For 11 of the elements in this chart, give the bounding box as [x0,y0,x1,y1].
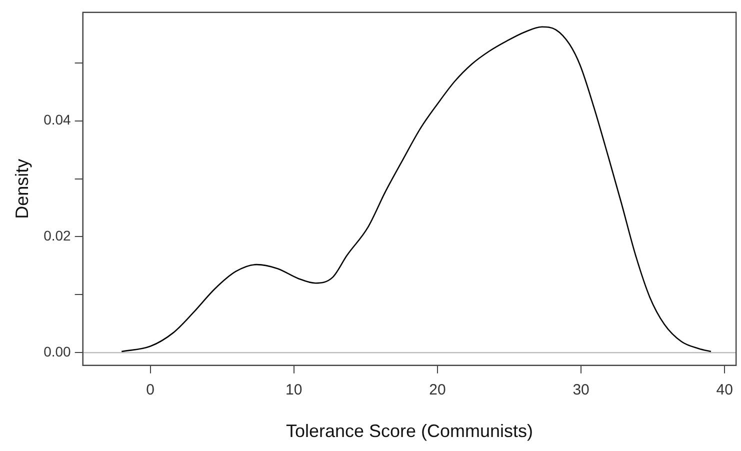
x-tick-label: 30 [572,382,590,399]
y-tick-label: 0.04 [44,112,72,128]
x-tick-label: 0 [146,382,154,399]
y-axis-title: Density [12,158,32,219]
x-axis-title: Tolerance Score (Communists) [286,421,534,442]
y-tick-label: 0.00 [44,344,72,360]
x-tick-label: 20 [429,382,446,399]
y-tick-label: 0.02 [44,228,72,244]
line-series [120,26,712,352]
x-tick-label: 40 [716,382,733,399]
x-tick-label: 10 [286,382,302,399]
